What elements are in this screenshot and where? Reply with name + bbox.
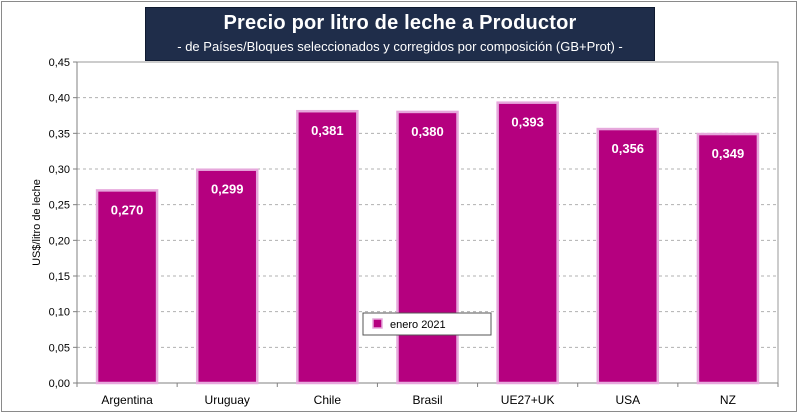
data-label: 0,393 <box>511 115 544 130</box>
x-tick-label: USA <box>615 393 640 407</box>
y-tick-label: 0,20 <box>49 235 70 247</box>
bar-brasil <box>396 110 459 385</box>
chart-subtitle: - de Países/Bloques seleccionados y corr… <box>177 39 623 54</box>
legend-label: enero 2021 <box>390 319 446 331</box>
x-tick-label: Chile <box>314 393 342 407</box>
data-label: 0,270 <box>111 202 144 217</box>
bar-chile <box>296 109 359 385</box>
bar-argentina <box>95 189 159 385</box>
y-tick-label: 0,35 <box>49 128 70 140</box>
data-label: 0,381 <box>311 123 344 138</box>
bar-usa <box>596 127 660 385</box>
x-tick-label: Brasil <box>412 393 442 407</box>
y-tick-label: 0,30 <box>49 164 70 176</box>
data-label: 0,356 <box>612 141 645 156</box>
data-label: 0,349 <box>712 146 745 161</box>
bar-uruguay <box>195 168 259 385</box>
legend-swatch <box>372 318 383 329</box>
chart-title: Precio por litro de leche a Productor <box>223 12 577 34</box>
bar-ue27-uk <box>496 101 559 385</box>
y-tick-label: 0,25 <box>49 200 70 212</box>
y-tick-label: 0,10 <box>49 307 70 319</box>
bar-nz <box>696 132 760 385</box>
y-tick-label: 0,05 <box>49 342 70 354</box>
y-tick-label: 0,00 <box>49 378 70 390</box>
chart-title-box: Precio por litro de leche a Productor - … <box>145 7 655 61</box>
y-tick-label: 0,40 <box>49 93 70 105</box>
x-tick-label: Argentina <box>101 393 153 407</box>
y-axis-title: US$/litro de leche <box>31 179 43 266</box>
legend-box <box>362 312 492 336</box>
data-label: 0,299 <box>211 182 244 197</box>
x-tick-label: Uruguay <box>205 393 250 407</box>
y-tick-label: 0,15 <box>49 271 70 283</box>
data-label: 0,380 <box>411 124 444 139</box>
x-tick-label: NZ <box>720 393 736 407</box>
y-tick-label: 0,45 <box>49 57 70 69</box>
x-tick-label: UE27+UK <box>501 393 555 407</box>
